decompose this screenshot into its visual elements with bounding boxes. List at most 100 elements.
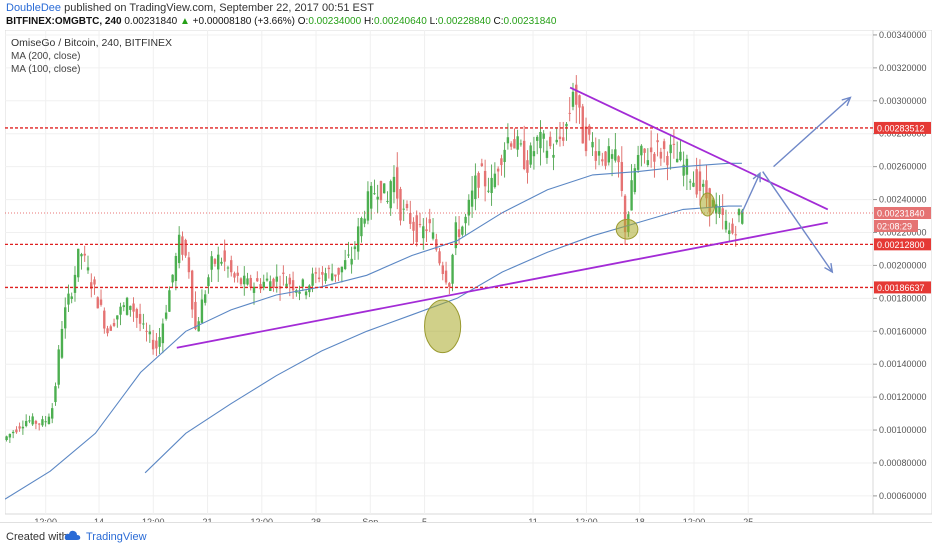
candle-body bbox=[262, 281, 265, 288]
candle-body bbox=[578, 95, 581, 108]
projection-arrowhead bbox=[841, 96, 852, 107]
symbol-label: BITFINEX:OMGBTC, 240 bbox=[6, 16, 122, 27]
candle-body bbox=[122, 305, 126, 308]
candle-body bbox=[389, 181, 392, 209]
candle-body bbox=[679, 151, 682, 161]
candle-body bbox=[347, 254, 350, 256]
candle-body bbox=[99, 299, 103, 305]
candle-body bbox=[741, 210, 744, 224]
candle-body bbox=[477, 172, 480, 188]
candle-body bbox=[132, 303, 135, 312]
candle-body bbox=[643, 148, 646, 153]
change-arrow-icon: ▲ bbox=[179, 16, 190, 27]
candle-body bbox=[526, 160, 529, 173]
candle-body bbox=[291, 280, 295, 291]
plot-frame bbox=[4, 29, 874, 515]
candle-body bbox=[500, 158, 503, 166]
legend-title: OmiseGo / Bitcoin, 240, BITFINEX bbox=[11, 37, 172, 49]
chart-area[interactable]: 0.003400000.003200000.003000000.00280000… bbox=[4, 29, 932, 527]
y-tick-label: 0.00140000 bbox=[879, 359, 927, 369]
candle-body bbox=[181, 236, 184, 255]
candle-body bbox=[490, 177, 493, 194]
highlight-ellipse bbox=[699, 192, 716, 217]
candle-body bbox=[623, 195, 627, 233]
candle-body bbox=[366, 191, 370, 221]
candle-body bbox=[246, 278, 249, 285]
candle-body bbox=[194, 301, 197, 329]
candle-body bbox=[539, 131, 542, 149]
tradingview-link[interactable]: TradingView bbox=[86, 531, 147, 543]
candle-body bbox=[522, 140, 526, 170]
candle-body bbox=[448, 283, 451, 287]
candle-body bbox=[314, 272, 318, 274]
footer: Created with TradingView bbox=[0, 522, 932, 551]
candle-body bbox=[145, 330, 148, 332]
candle-body bbox=[545, 150, 549, 158]
candle-body bbox=[83, 253, 86, 256]
candle-body bbox=[265, 278, 269, 281]
candle-body bbox=[161, 323, 165, 344]
candle-body bbox=[509, 143, 513, 147]
open-label: O: bbox=[297, 16, 309, 27]
candle-body bbox=[506, 137, 510, 144]
candle-body bbox=[565, 123, 568, 127]
candle-body bbox=[37, 423, 41, 425]
candle-body bbox=[324, 273, 327, 281]
candle-body bbox=[464, 216, 467, 224]
candle-body bbox=[217, 254, 220, 270]
candle-body bbox=[174, 255, 178, 282]
candle-body bbox=[376, 196, 379, 200]
candle-body bbox=[630, 180, 633, 211]
candle-body bbox=[588, 125, 591, 135]
candle-body bbox=[288, 277, 292, 285]
candle-body bbox=[666, 155, 669, 166]
candle-body bbox=[383, 183, 386, 194]
legend-ma200: MA (200, close) bbox=[11, 51, 80, 62]
candle-body bbox=[483, 170, 487, 187]
candle-body bbox=[467, 199, 471, 216]
candle-body bbox=[607, 146, 611, 163]
candle-body bbox=[50, 408, 54, 419]
candle-body bbox=[301, 279, 305, 287]
candle-body bbox=[298, 291, 301, 294]
candle-body bbox=[701, 183, 705, 187]
candle-body bbox=[728, 230, 731, 235]
candle-body bbox=[243, 275, 246, 285]
candle-body bbox=[601, 159, 604, 162]
candle-body bbox=[396, 167, 399, 199]
close-label: C: bbox=[493, 16, 504, 27]
candle-body bbox=[532, 151, 536, 157]
candle-body bbox=[695, 169, 698, 195]
projection-arrow bbox=[773, 96, 851, 168]
level-label: 0.00283512 bbox=[877, 123, 925, 133]
candle-body bbox=[21, 426, 25, 429]
candle-body bbox=[350, 258, 353, 265]
candle-body bbox=[67, 293, 70, 305]
moving-average-line bbox=[144, 205, 742, 474]
candle-body bbox=[386, 200, 389, 202]
author-link[interactable]: DoubleDee bbox=[6, 2, 62, 14]
y-tick-label: 0.00300000 bbox=[879, 96, 927, 106]
candle-body bbox=[18, 426, 21, 429]
candle-body bbox=[304, 291, 308, 296]
level-label-bg bbox=[874, 238, 931, 251]
candle-body bbox=[125, 297, 129, 315]
price-chart[interactable]: 0.003400000.003200000.003000000.00280000… bbox=[4, 29, 932, 527]
price-axis bbox=[872, 29, 932, 515]
candle-body bbox=[233, 273, 236, 278]
projection-arrow bbox=[762, 171, 833, 273]
candle-body bbox=[177, 234, 181, 264]
candle-body bbox=[698, 171, 702, 191]
candle-body bbox=[431, 232, 435, 239]
moving-average-line bbox=[4, 162, 742, 500]
candle-body bbox=[425, 229, 428, 232]
candle-body bbox=[415, 215, 418, 243]
candle-body bbox=[737, 209, 741, 216]
candle-body bbox=[441, 265, 444, 275]
candle-body bbox=[640, 145, 643, 156]
created-with-label: Created with bbox=[6, 531, 68, 543]
candle-body bbox=[190, 270, 194, 310]
header: DoubleDee published on TradingView.com, … bbox=[0, 0, 932, 30]
candle-body bbox=[236, 272, 239, 276]
candle-body bbox=[200, 299, 204, 323]
